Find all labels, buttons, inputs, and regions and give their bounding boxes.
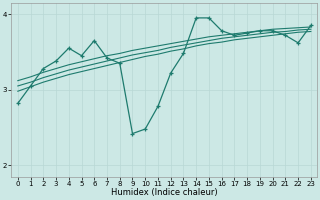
X-axis label: Humidex (Indice chaleur): Humidex (Indice chaleur) <box>111 188 218 197</box>
